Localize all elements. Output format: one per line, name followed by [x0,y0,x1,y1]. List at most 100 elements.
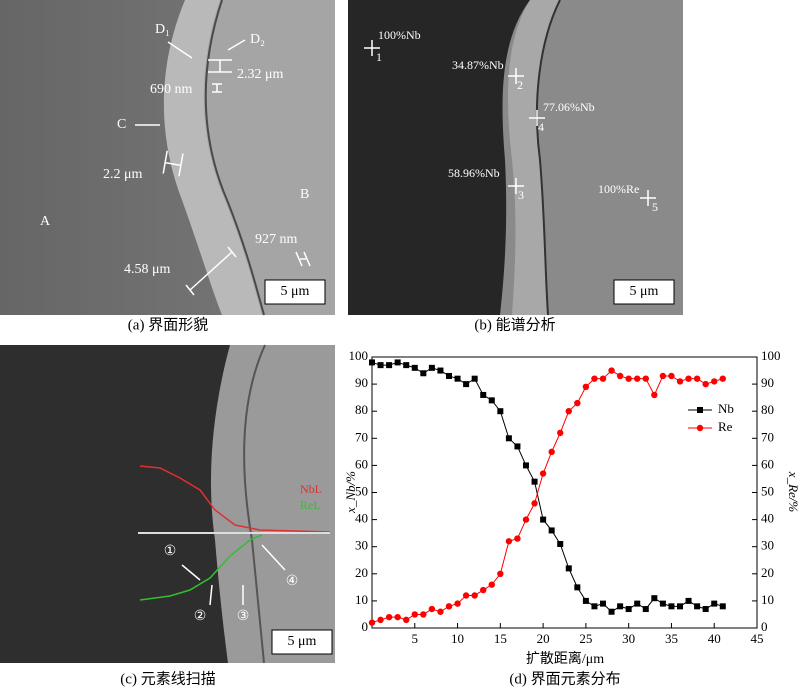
data-point [445,603,453,610]
data-point [428,364,435,371]
label: 4.58 μm [124,262,171,277]
data-point [454,375,461,382]
label: ② [194,609,207,624]
caption: (c) 元素线扫描 [120,670,215,687]
series-line [371,361,723,613]
label: ③ [237,609,250,624]
label: B [300,187,309,202]
x-tick-label: 40 [708,631,721,646]
data-point [471,375,478,382]
legend-marker [696,424,704,432]
data-point [676,378,684,385]
legend-label: ReL [300,498,321,512]
y-tick-label: 60 [355,456,368,471]
data-point [539,470,547,477]
data-point [608,367,615,374]
data-point [437,608,444,615]
data-point [574,584,581,591]
y-tick-label: 40 [355,511,368,526]
label: ① [164,544,177,559]
data-point [642,375,649,382]
data-point [446,372,452,379]
data-point [394,613,401,621]
data-point [514,443,521,450]
y2-tick-label: 90 [761,375,774,390]
data-point [565,408,572,415]
y2-axis-label: x_Re/% [786,471,800,513]
data-point [582,597,589,604]
plot-frame [371,356,758,629]
y2-tick-label: 40 [761,511,774,526]
label: 927 nm [255,232,298,247]
data-point [540,516,547,523]
data-point [591,603,598,610]
data-point [574,399,581,407]
data-point [668,372,675,380]
label: 1 [376,50,382,64]
data-point [599,375,607,382]
y2-tick-label: 100 [761,348,781,363]
data-point [531,500,538,507]
data-point [420,370,427,377]
data-point [557,429,564,437]
data-point [505,435,512,442]
data-point [608,608,615,615]
data-point [693,375,701,382]
y-tick-label: 70 [355,429,368,444]
micrograph-b [348,0,683,316]
y-tick-label: 0 [362,619,369,634]
data-point [369,359,375,366]
y2-tick-label: 0 [761,619,768,634]
data-point [719,603,726,610]
y2-tick-label: 60 [761,456,774,471]
x-tick-label: 10 [451,631,464,646]
data-point [659,600,666,607]
y2-tick-label: 70 [761,429,774,444]
y2-tick-label: 80 [761,402,774,417]
data-point [531,478,538,485]
data-point [625,606,632,613]
label: A [40,214,51,229]
data-point [488,581,495,588]
data-point [659,372,667,380]
data-point [497,570,504,577]
caption: (b) 能谱分析 [474,316,555,333]
scale-bar-label: 5 μm [630,284,659,299]
data-point [600,600,606,607]
data-point [420,611,427,618]
y-tick-label: 90 [355,375,368,390]
y-tick-label: 100 [349,348,369,363]
data-point [488,397,495,404]
data-point [377,362,384,369]
data-point [642,606,649,613]
data-point [480,586,487,594]
data-point [719,375,726,382]
x-tick-label: 25 [579,631,592,646]
y-tick-label: 80 [355,402,368,417]
label: 2.32 μm [237,67,284,82]
data-point [368,619,376,626]
y-tick-label: 50 [355,483,368,498]
data-point [616,372,624,380]
legend-label: Nb [718,401,734,416]
data-point [634,375,641,382]
data-point [685,597,692,604]
data-point [565,565,572,572]
label: 2 [517,78,523,92]
data-point [685,375,692,382]
label: 5 [652,200,658,214]
x-tick-label: 45 [751,631,764,646]
data-point [711,600,718,607]
label: 58.96%Nb [448,166,500,180]
label: D₁ [155,22,170,37]
caption: (d) 界面元素分布 [509,670,620,687]
y2-tick-label: 20 [761,565,774,580]
x-tick-label: 15 [494,631,507,646]
label: 690 nm [150,82,193,97]
data-point [377,616,384,624]
data-point [694,603,701,610]
data-point [702,606,709,613]
data-point [403,362,410,369]
y-tick-label: 30 [355,538,368,553]
